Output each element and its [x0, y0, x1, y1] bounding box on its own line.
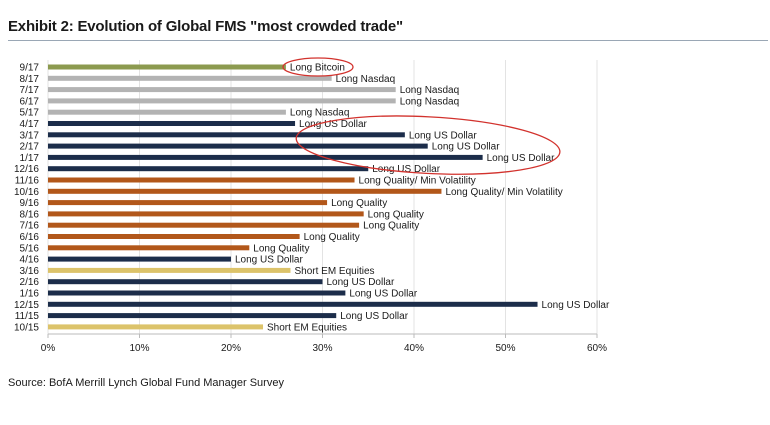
bar [48, 222, 360, 228]
data-label: Long Nasdaq [400, 96, 460, 107]
category-label: 10/16 [14, 187, 39, 198]
x-tick-label: 0% [41, 343, 56, 354]
data-label: Long Bitcoin [290, 63, 345, 74]
category-label: 9/17 [20, 63, 40, 74]
bar [48, 109, 286, 115]
bar [48, 188, 442, 194]
data-label: Long Quality [368, 209, 424, 220]
category-label: 5/17 [20, 108, 40, 119]
category-label: 12/16 [14, 164, 39, 175]
category-label: 2/16 [20, 277, 40, 288]
category-label: 6/16 [20, 232, 40, 243]
category-label: 7/17 [20, 85, 40, 96]
category-label: 4/16 [20, 255, 40, 266]
bar [48, 313, 337, 319]
data-label: Long US Dollar [235, 255, 303, 266]
title-divider [8, 40, 768, 41]
category-label: 9/16 [20, 198, 40, 209]
category-label: 1/17 [20, 153, 40, 164]
bar [48, 75, 332, 81]
bar [48, 267, 291, 273]
bar [48, 64, 286, 70]
data-label: Long Quality [253, 243, 309, 254]
bar [48, 301, 538, 307]
x-tick-label: 10% [129, 343, 149, 354]
data-label: Long US Dollar [340, 311, 408, 322]
bar [48, 245, 250, 251]
category-label: 6/17 [20, 96, 40, 107]
category-label: 4/17 [20, 119, 40, 130]
source-note: Source: BofA Merrill Lynch Global Fund M… [8, 377, 284, 389]
data-label: Long US Dollar [487, 153, 555, 164]
bar [48, 132, 405, 138]
bar [48, 234, 300, 239]
data-label: Long US Dollar [432, 142, 500, 153]
bar [48, 290, 346, 296]
data-label: Short EM Equities [294, 266, 374, 277]
category-label: 8/16 [20, 209, 40, 220]
bar [48, 279, 323, 285]
bar [48, 324, 264, 330]
category-label: 11/15 [15, 311, 40, 322]
category-label: 3/16 [20, 266, 40, 277]
category-label: 8/17 [20, 74, 40, 85]
x-tick-label: 60% [587, 343, 607, 354]
highlight-circle [282, 57, 354, 77]
data-label: Long Quality/ Min Volatility [359, 176, 476, 187]
bar [48, 177, 355, 183]
x-tick-label: 30% [312, 343, 332, 354]
bar [48, 256, 231, 262]
bar [48, 211, 364, 217]
data-label: Long Quality [304, 232, 360, 243]
x-tick-label: 50% [495, 343, 515, 354]
data-label: Long US Dollar [327, 277, 395, 288]
category-label: 2/17 [20, 142, 40, 153]
bar [48, 200, 328, 206]
category-label: 1/16 [20, 289, 40, 300]
category-label: 3/17 [20, 130, 40, 141]
data-label: Long US Dollar [372, 164, 440, 175]
x-tick-label: 20% [221, 343, 241, 354]
category-label: 7/16 [20, 221, 40, 232]
data-label: Long US Dollar [349, 289, 417, 300]
x-tick-label: 40% [404, 343, 424, 354]
data-label: Long Quality [331, 198, 387, 209]
data-label: Long Nasdaq [336, 74, 396, 85]
bar [48, 87, 396, 93]
bar [48, 154, 483, 160]
data-label: Long Nasdaq [400, 85, 460, 96]
bar [48, 166, 369, 172]
bar [48, 143, 428, 149]
chart-title: Exhibit 2: Evolution of Global FMS "most… [8, 18, 403, 35]
highlight-circle [295, 115, 561, 175]
data-label: Long Nasdaq [290, 108, 350, 119]
category-label: 12/15 [14, 300, 39, 311]
data-label: Long Quality/ Min Volatility [445, 187, 562, 198]
bar [48, 98, 396, 104]
category-label: 10/15 [14, 322, 39, 333]
category-label: 5/16 [20, 243, 40, 254]
bar [48, 121, 296, 126]
data-label: Long US Dollar [409, 130, 477, 141]
data-label: Long US Dollar [299, 119, 367, 130]
data-label: Long US Dollar [542, 300, 610, 311]
category-label: 11/16 [15, 176, 40, 187]
data-label: Long Quality [363, 221, 419, 232]
data-label: Short EM Equities [267, 322, 347, 333]
